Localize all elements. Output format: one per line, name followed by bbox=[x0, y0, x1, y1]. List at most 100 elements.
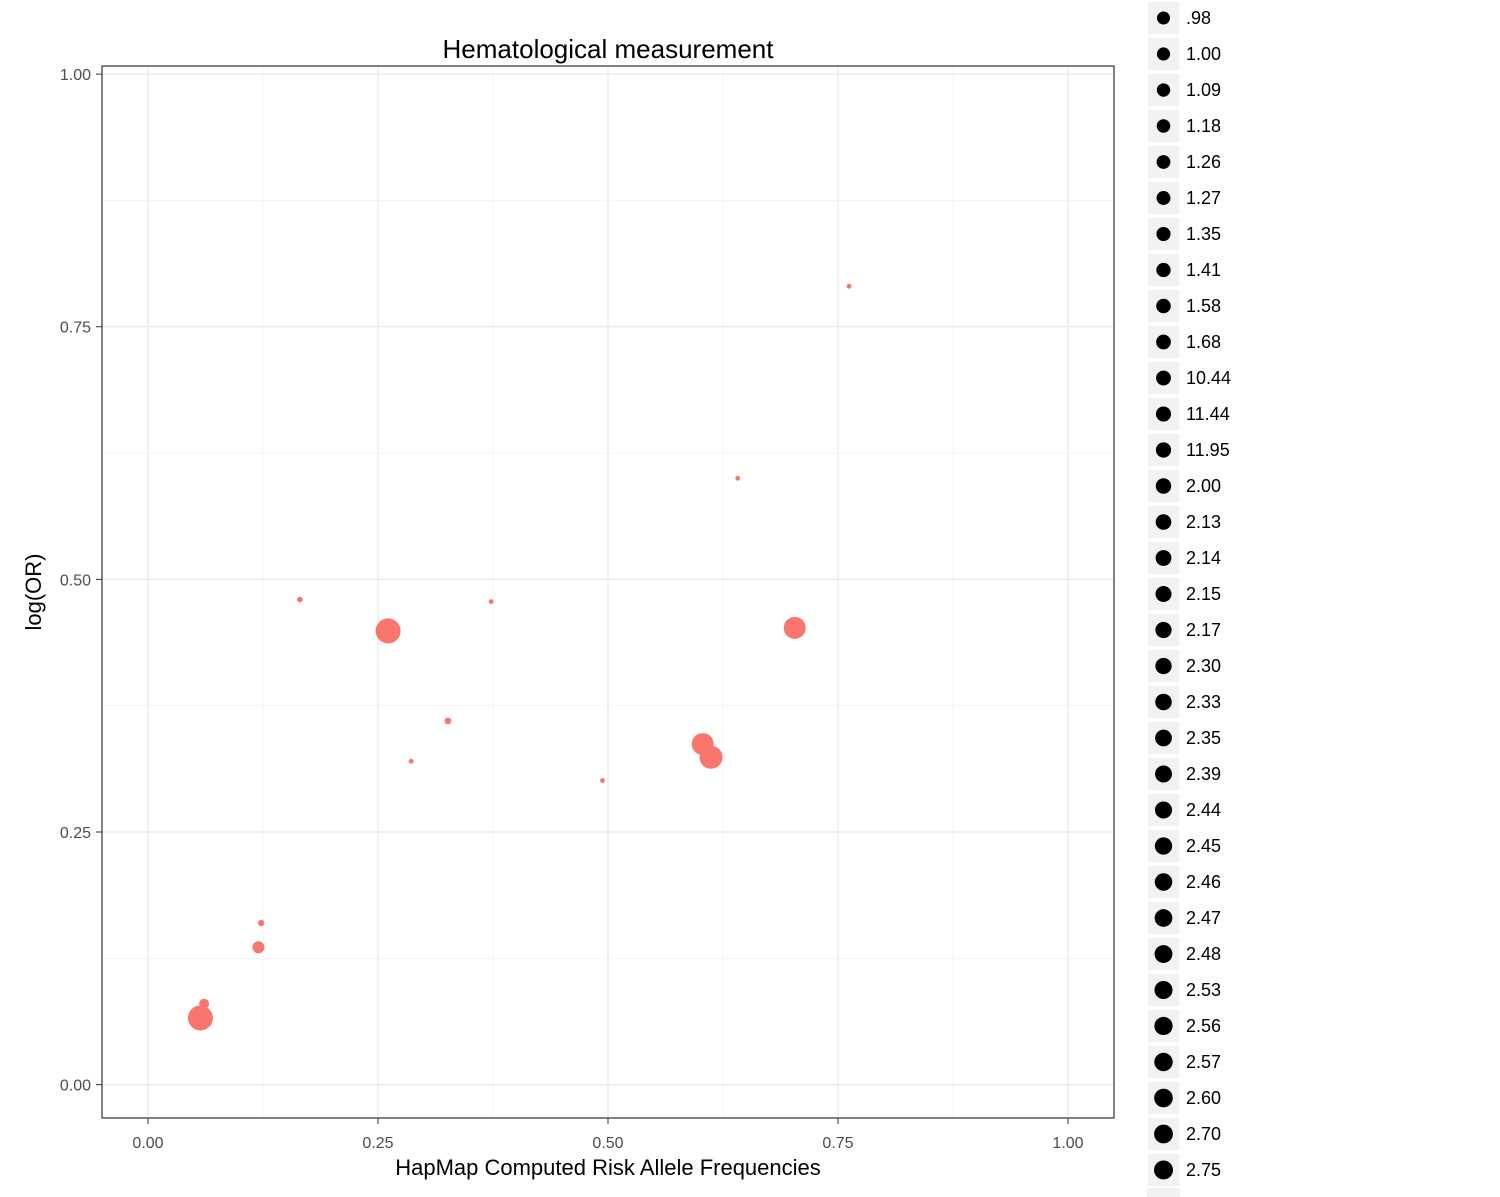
legend-label: 2.47 bbox=[1186, 908, 1221, 928]
legend-key-dot bbox=[1154, 801, 1173, 819]
legend-label: 2.44 bbox=[1186, 800, 1221, 820]
legend-label: 2.70 bbox=[1186, 1124, 1221, 1144]
legend-label: 2.39 bbox=[1186, 764, 1221, 784]
data-point bbox=[297, 596, 303, 603]
legend-key-dot bbox=[1154, 909, 1173, 927]
legend-key-dot bbox=[1156, 155, 1171, 169]
data-point bbox=[783, 616, 806, 639]
legend-label: 11.95 bbox=[1186, 440, 1230, 460]
legend-label: 2.00 bbox=[1186, 476, 1221, 496]
data-point bbox=[444, 717, 452, 725]
legend-label: 1.26 bbox=[1186, 152, 1221, 172]
legend-label: 1.68 bbox=[1186, 332, 1221, 352]
data-point bbox=[488, 599, 494, 605]
legend-key-dot bbox=[1155, 406, 1172, 422]
y-tick-label: 1.00 bbox=[60, 67, 91, 84]
legend-key-dot bbox=[1154, 1016, 1173, 1036]
legend-key-dot bbox=[1155, 478, 1172, 494]
data-point bbox=[735, 475, 741, 481]
legend-key-dot bbox=[1156, 226, 1171, 242]
legend-key-dot bbox=[1154, 837, 1173, 855]
x-tick-label: 0.75 bbox=[822, 1135, 853, 1152]
data-point bbox=[408, 758, 414, 764]
legend-key-dot bbox=[1155, 765, 1172, 783]
legend-label: 2.14 bbox=[1186, 548, 1221, 568]
legend-key-dot bbox=[1156, 83, 1171, 97]
data-point bbox=[375, 618, 401, 644]
legend-key-dot bbox=[1154, 1160, 1173, 1180]
data-point bbox=[199, 998, 210, 1009]
legend-label: 1.41 bbox=[1186, 260, 1221, 280]
legend-key bbox=[1146, 504, 1181, 540]
legend-label: 1.09 bbox=[1186, 80, 1221, 100]
legend-label: 11.44 bbox=[1186, 404, 1230, 424]
legend-key-dot bbox=[1156, 298, 1171, 314]
x-axis-title: HapMap Computed Risk Allele Frequencies bbox=[395, 1155, 821, 1180]
legend-key-dot bbox=[1156, 47, 1171, 61]
x-tick-label: 0.25 bbox=[362, 1135, 393, 1152]
legend-key-dot bbox=[1156, 191, 1171, 205]
legend-key-dot bbox=[1155, 657, 1172, 675]
legend-label: 1.27 bbox=[1186, 188, 1221, 208]
legend-key-dot bbox=[1155, 586, 1172, 602]
legend-label: 2.75 bbox=[1186, 1160, 1221, 1180]
legend-label: 2.33 bbox=[1186, 692, 1221, 712]
legend-label: 2.57 bbox=[1186, 1052, 1221, 1072]
y-tick-label: 0.00 bbox=[60, 1078, 91, 1095]
y-tick-label: 0.50 bbox=[60, 572, 91, 589]
legend-key-dot bbox=[1155, 442, 1172, 458]
legend-key-dot bbox=[1155, 729, 1172, 747]
data-point bbox=[257, 919, 265, 927]
legend-label: 2.60 bbox=[1186, 1088, 1221, 1108]
legend-key-dot bbox=[1154, 1124, 1173, 1144]
legend-key-dot bbox=[1155, 514, 1172, 530]
legend-label: 2.13 bbox=[1186, 512, 1221, 532]
legend-label: 2.45 bbox=[1186, 836, 1221, 856]
legend-label: 2.35 bbox=[1186, 728, 1221, 748]
legend-label: 10.44 bbox=[1186, 368, 1231, 388]
y-tick-label: 0.75 bbox=[60, 320, 91, 337]
legend-label: 2.48 bbox=[1186, 944, 1221, 964]
legend-key-dot bbox=[1154, 1088, 1173, 1108]
legend-key-dot bbox=[1157, 11, 1170, 25]
y-tick-label: 0.25 bbox=[60, 825, 91, 842]
legend-label: 2.46 bbox=[1186, 872, 1221, 892]
legend-key-dot bbox=[1154, 980, 1173, 1000]
legend-label: 1.00 bbox=[1186, 44, 1221, 64]
data-point bbox=[699, 745, 723, 769]
x-tick-label: 0.00 bbox=[132, 1135, 163, 1152]
legend-key-dot bbox=[1154, 1052, 1173, 1072]
legend-key-dot bbox=[1154, 945, 1173, 963]
legend-key-dot bbox=[1155, 621, 1172, 639]
legend-label: 2.53 bbox=[1186, 980, 1221, 1000]
chart-title: Hematological measurement bbox=[443, 34, 775, 64]
x-tick-label: 1.00 bbox=[1052, 1135, 1083, 1152]
legend-key bbox=[1146, 324, 1181, 360]
grid bbox=[102, 66, 1114, 1118]
legend-key-dot bbox=[1156, 370, 1171, 386]
legend-key-dot bbox=[1155, 550, 1172, 566]
legend-label: 1.35 bbox=[1186, 224, 1221, 244]
legend-key-dot bbox=[1156, 262, 1171, 278]
legend: .98 1.00 1.09 1.18 1.26 1.27 1.35 1.41 1.58 1.68 1… bbox=[1146, 0, 1231, 1197]
legend-label: 2.15 bbox=[1186, 584, 1221, 604]
legend-key bbox=[1146, 684, 1181, 720]
data-point bbox=[252, 941, 265, 954]
legend-key-dot bbox=[1154, 873, 1173, 891]
legend-key-dot bbox=[1155, 693, 1172, 711]
x-tick-label: 0.50 bbox=[592, 1135, 623, 1152]
legend-key-dot bbox=[1156, 119, 1171, 133]
legend-label: .98 bbox=[1186, 8, 1211, 28]
data-point bbox=[600, 778, 605, 783]
y-axis-title: log(OR) bbox=[21, 553, 46, 630]
axes: 0.00 0.25 0.50 0.75 1.00 0.00 0.25 0.50 0.75 1.00 bbox=[60, 67, 1084, 1152]
data-points bbox=[187, 283, 852, 1031]
legend-label: 2.17 bbox=[1186, 620, 1221, 640]
legend-label: 2.56 bbox=[1186, 1016, 1221, 1036]
legend-key-dot bbox=[1156, 334, 1171, 350]
legend-label: 1.58 bbox=[1186, 296, 1221, 316]
data-point bbox=[187, 1005, 213, 1031]
data-point bbox=[846, 283, 852, 289]
legend-label: 1.18 bbox=[1186, 116, 1221, 136]
